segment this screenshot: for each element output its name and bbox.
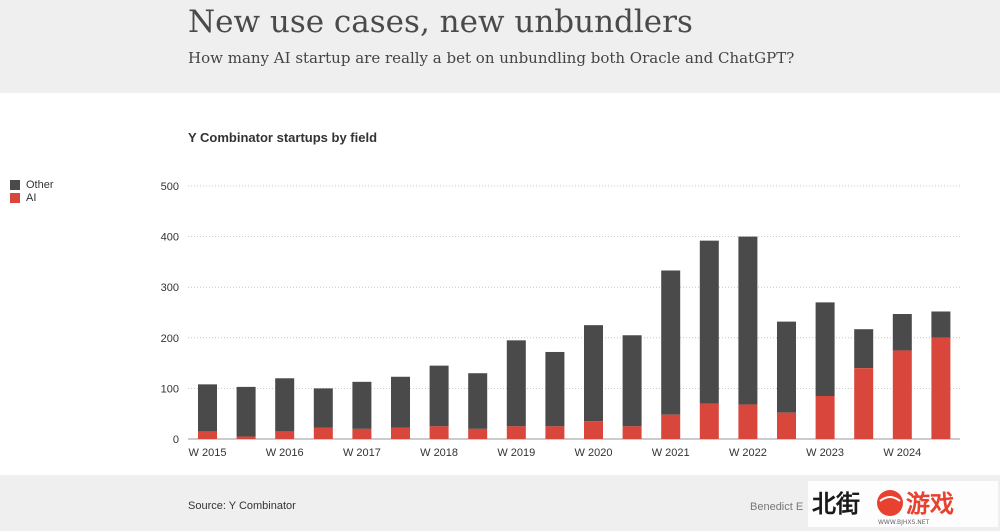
chart-legend: Other AI xyxy=(10,178,54,204)
bar-other xyxy=(699,240,719,404)
bar-other xyxy=(391,376,410,428)
bar-other xyxy=(468,373,488,429)
footer-band: Source: Y Combinator Benedict E 北街 游戏 WW… xyxy=(0,475,1000,531)
author-credit: Benedict E xyxy=(750,501,804,513)
stacked-bar-chart: 0 100 200 300 400 500 W 2015 W 2016 W 2017 W 2018… xyxy=(161,181,960,459)
bar-other xyxy=(275,378,295,432)
y-tick-label: 100 xyxy=(161,383,179,395)
bar-other xyxy=(429,365,449,427)
bar-ai xyxy=(892,350,912,439)
bar-ai xyxy=(661,414,681,439)
bar-other xyxy=(622,335,642,427)
y-tick-label: 500 xyxy=(161,181,179,193)
bar-ai xyxy=(738,404,758,439)
bar-ai xyxy=(815,395,835,439)
bar-other xyxy=(815,302,835,396)
bar-ai xyxy=(236,436,256,439)
x-tick-label: W 2018 xyxy=(420,447,458,459)
legend-item-other: Other xyxy=(10,178,54,191)
y-tick-label: 0 xyxy=(173,434,179,446)
bar-ai xyxy=(622,426,642,439)
bar-other xyxy=(738,236,758,405)
x-tick-label: W 2020 xyxy=(575,447,613,459)
bar-ai xyxy=(699,403,719,439)
x-tick-label: W 2022 xyxy=(729,447,767,459)
svg-text:游戏: 游戏 xyxy=(906,490,954,518)
x-tick-label: W 2015 xyxy=(189,447,227,459)
bar-other xyxy=(198,384,217,432)
legend-item-ai: AI xyxy=(10,191,54,204)
y-tick-label: 300 xyxy=(161,282,179,294)
x-tick-label: W 2024 xyxy=(883,447,921,459)
bar-ai xyxy=(545,426,565,439)
bar-ai xyxy=(584,421,603,439)
page-subtitle: How many AI startup are really a bet on … xyxy=(188,49,795,67)
bar-ai xyxy=(313,427,333,439)
bar-ai xyxy=(506,426,526,439)
bar-other xyxy=(506,340,526,427)
bar-ai xyxy=(198,431,217,439)
bar-ai xyxy=(468,428,488,439)
x-tick-label: W 2019 xyxy=(497,447,535,459)
bar-other xyxy=(777,321,796,413)
y-tick-label: 400 xyxy=(161,232,179,244)
bar-ai xyxy=(391,427,410,439)
bar-other xyxy=(236,386,256,437)
bar-other xyxy=(545,351,565,427)
bar-other xyxy=(313,388,333,428)
legend-label-other: Other xyxy=(26,178,54,191)
bar-ai xyxy=(429,426,449,439)
bar-other xyxy=(584,325,603,422)
page-title: New use cases, new unbundlers xyxy=(188,4,693,40)
bar-other xyxy=(352,381,372,429)
legend-swatch-other xyxy=(10,179,20,190)
legend-label-ai: AI xyxy=(26,191,37,204)
bar-other xyxy=(892,314,912,351)
source-note: Source: Y Combinator xyxy=(188,500,296,512)
bar-other xyxy=(854,329,874,369)
x-tick-label: W 2023 xyxy=(806,447,844,459)
header-band: New use cases, new unbundlers How many A… xyxy=(0,0,1000,93)
x-tick-label: W 2017 xyxy=(343,447,381,459)
chart-title: Y Combinator startups by field xyxy=(188,130,378,145)
bar-other xyxy=(931,311,951,338)
bar-ai xyxy=(931,337,951,439)
bar-ai xyxy=(352,428,372,439)
legend-swatch-ai xyxy=(10,192,20,203)
bar-ai xyxy=(854,368,874,439)
watermark-logo: 北街 游戏 WWW.BJHXS.NET xyxy=(808,481,998,527)
x-tick-label: W 2016 xyxy=(266,447,304,459)
bar-ai xyxy=(777,412,796,439)
bar-other xyxy=(661,270,681,415)
svg-text:WWW.BJHXS.NET: WWW.BJHXS.NET xyxy=(878,519,930,526)
bar-ai xyxy=(275,431,295,439)
svg-text:北街: 北街 xyxy=(812,490,860,518)
x-tick-label: W 2021 xyxy=(652,447,690,459)
y-tick-label: 200 xyxy=(161,333,179,345)
